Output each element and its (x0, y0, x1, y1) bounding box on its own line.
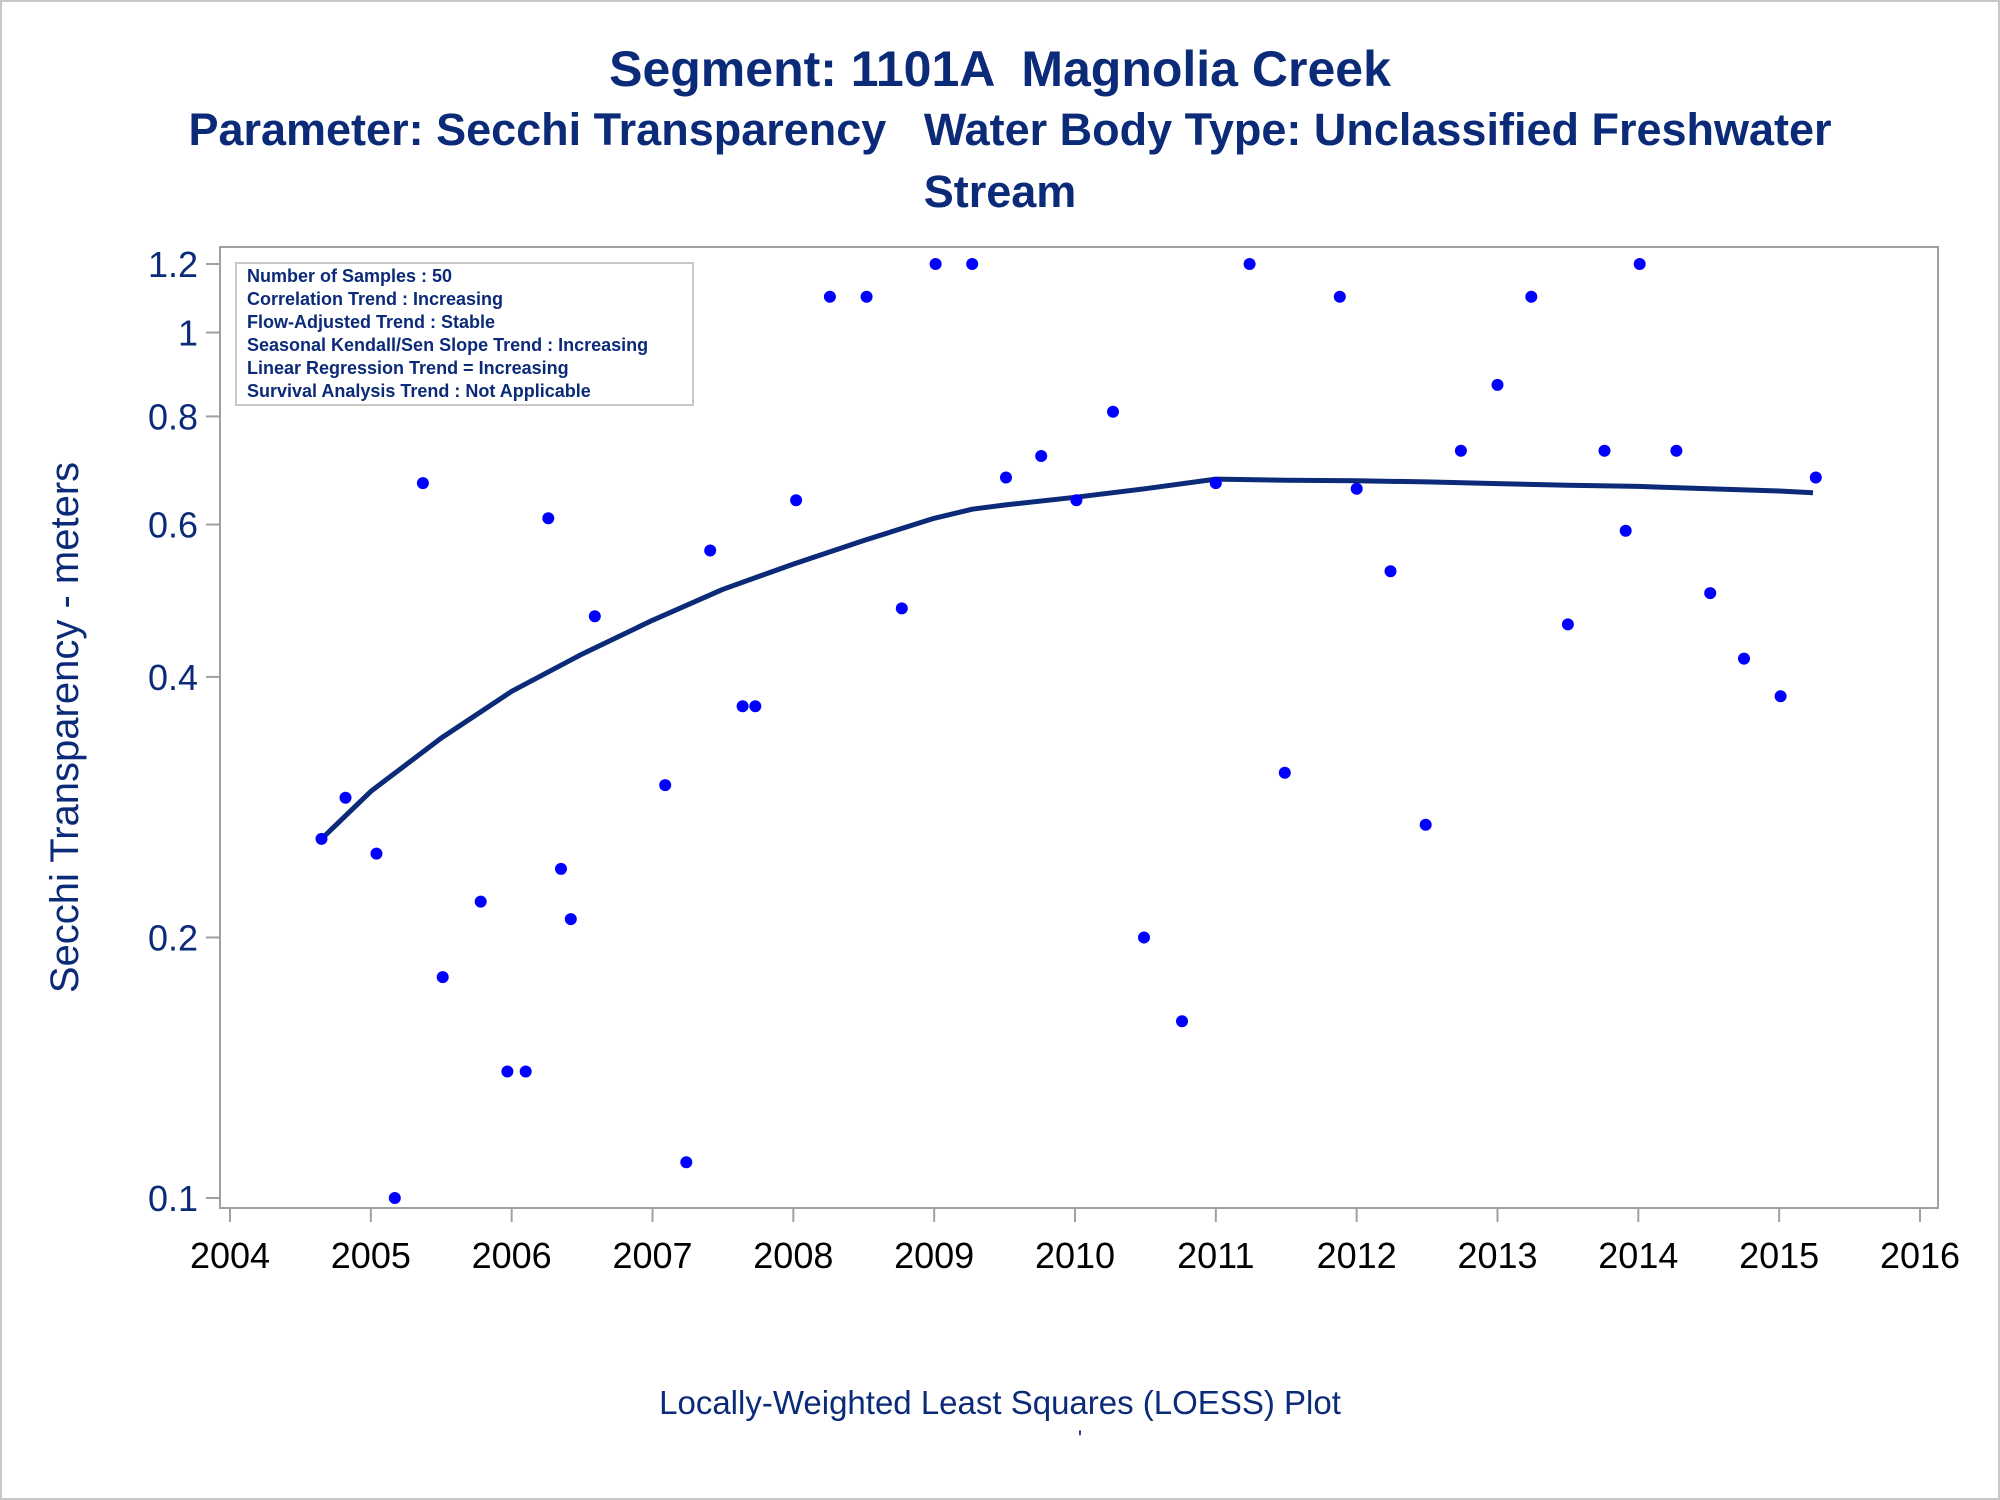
loess-line (319, 476, 1814, 841)
y-tick-label: 0.6 (148, 505, 198, 546)
data-point (929, 258, 942, 270)
data-point (659, 779, 672, 792)
x-tick-label: 2009 (894, 1235, 974, 1276)
axes-layer: 2004 2005 2006 2007 2008 2009 2010 2011 2012 2013… (148, 244, 1960, 1276)
data-point (823, 290, 836, 303)
data-point (736, 700, 749, 713)
loess-line-layer (319, 476, 1814, 841)
chart-subtitle: Parameter: Secchi Transparency Water Bod… (188, 104, 1832, 155)
data-point (966, 258, 979, 270)
footnote: Locally-Weighted Least Squares (LOESS) P… (659, 1384, 1341, 1421)
x-tick-label: 2013 (1457, 1235, 1537, 1276)
y-axis-label: Secchi Transparency - meters (43, 462, 87, 993)
data-point (1243, 258, 1256, 270)
chart-subtitle-continued: Stream (923, 166, 1077, 217)
inset-stat-line: Survival Analysis Trend : Not Applicable (247, 381, 591, 401)
data-point (1035, 450, 1048, 462)
y-tick-label: 0.4 (148, 657, 198, 698)
data-point (416, 477, 429, 490)
data-point (1278, 766, 1291, 779)
data-points-layer (315, 258, 1822, 1204)
data-point (749, 700, 762, 713)
data-point (315, 832, 328, 845)
data-point (1809, 471, 1822, 484)
data-point (339, 791, 352, 804)
x-tick-label: 2005 (331, 1235, 411, 1276)
x-tick-label: 2004 (190, 1235, 270, 1276)
x-tick-label: 2010 (1035, 1235, 1115, 1276)
data-point (1333, 290, 1346, 303)
y-tick-label: 0.8 (148, 396, 198, 437)
inset-stat-line: Correlation Trend : Increasing (247, 289, 503, 309)
data-point (555, 862, 567, 875)
data-point (474, 895, 487, 908)
data-point (1454, 444, 1467, 457)
y-tick-label: 0.1 (148, 1178, 198, 1219)
plot-area (219, 246, 1939, 1209)
inset-box-border (235, 262, 694, 406)
y-tick-label: 1.2 (148, 244, 198, 285)
data-point (1138, 931, 1150, 944)
data-point (1176, 1015, 1188, 1028)
data-point (1774, 690, 1787, 703)
inset-stats-box: Number of Samples : 50 Correlation Trend … (235, 262, 694, 406)
data-point (1107, 405, 1119, 418)
x-tick-label: 2012 (1317, 1235, 1397, 1276)
data-point (680, 1156, 693, 1169)
x-tick-label: 2011 (1177, 1235, 1254, 1276)
data-point (1598, 444, 1611, 457)
data-point (704, 544, 717, 557)
x-tick-label: 2007 (612, 1235, 692, 1276)
y-tick-label: 1 (178, 313, 198, 354)
x-tick-label: 2014 (1598, 1235, 1678, 1276)
data-point (519, 1065, 532, 1078)
data-point (588, 610, 601, 623)
data-point (1704, 587, 1717, 600)
chart-title: Segment: 1101A Magnolia Creek (609, 41, 1391, 97)
data-point (1384, 565, 1397, 578)
x-tick-label: 2015 (1739, 1235, 1819, 1276)
inset-stat-line: Number of Samples : 50 (247, 266, 452, 286)
data-point (1209, 477, 1222, 490)
data-point (1561, 618, 1574, 631)
inset-stat-line: Linear Regression Trend = Increasing (247, 358, 569, 378)
data-point (436, 971, 449, 984)
data-point (1633, 258, 1646, 270)
data-point (388, 1192, 401, 1204)
data-point (542, 512, 555, 525)
data-point (895, 602, 908, 615)
data-point (1525, 290, 1538, 303)
data-point (1419, 818, 1432, 831)
data-point (1070, 494, 1083, 507)
inset-stat-line: Seasonal Kendall/Sen Slope Trend : Incre… (247, 335, 648, 355)
x-tick-label: 2008 (753, 1235, 833, 1276)
data-point (501, 1065, 514, 1078)
footnote-mark: ' (1077, 1426, 1083, 1451)
data-point (370, 847, 383, 860)
y-tick-label: 0.2 (148, 917, 198, 958)
x-tick-label: 2006 (472, 1235, 552, 1276)
data-point (1350, 482, 1363, 495)
inset-stat-line: Flow-Adjusted Trend : Stable (247, 312, 495, 332)
data-point (1670, 444, 1683, 457)
data-point (1619, 524, 1632, 537)
data-point (790, 494, 803, 507)
x-tick-label: 2016 (1880, 1235, 1960, 1276)
data-point (1000, 471, 1012, 484)
data-point (860, 290, 873, 303)
data-point (1491, 378, 1504, 391)
data-point (1738, 652, 1750, 665)
data-point (564, 913, 577, 926)
